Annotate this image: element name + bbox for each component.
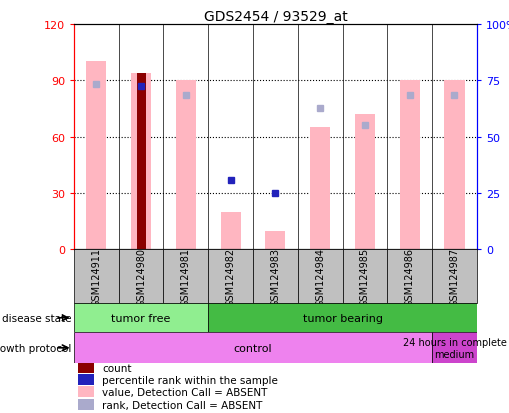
- Bar: [176, 81, 195, 250]
- Text: 24 hours in complete
medium: 24 hours in complete medium: [402, 337, 505, 359]
- Bar: [163, 250, 208, 304]
- Title: GDS2454 / 93529_at: GDS2454 / 93529_at: [203, 10, 347, 24]
- Text: count: count: [102, 363, 131, 373]
- Text: GSM124986: GSM124986: [404, 247, 414, 306]
- Bar: [74, 332, 431, 363]
- Bar: [399, 81, 419, 250]
- Text: GSM124983: GSM124983: [270, 247, 280, 306]
- Bar: [78, 363, 94, 373]
- Bar: [119, 250, 163, 304]
- Bar: [342, 250, 386, 304]
- Text: GSM124911: GSM124911: [91, 247, 101, 306]
- Bar: [208, 250, 252, 304]
- Bar: [431, 332, 476, 363]
- Bar: [78, 386, 94, 397]
- Text: GSM124980: GSM124980: [136, 247, 146, 306]
- Text: GSM124981: GSM124981: [181, 247, 190, 306]
- Text: disease state: disease state: [2, 313, 71, 323]
- Bar: [443, 81, 464, 250]
- Bar: [265, 231, 285, 250]
- Bar: [131, 74, 151, 250]
- Text: percentile rank within the sample: percentile rank within the sample: [102, 375, 277, 385]
- Bar: [74, 304, 208, 332]
- Bar: [208, 304, 476, 332]
- Text: GSM124987: GSM124987: [448, 247, 459, 306]
- Text: control: control: [233, 343, 272, 353]
- Bar: [431, 250, 476, 304]
- Bar: [297, 250, 342, 304]
- Bar: [74, 250, 119, 304]
- Text: tumor free: tumor free: [111, 313, 171, 323]
- Text: GSM124982: GSM124982: [225, 247, 235, 306]
- Bar: [309, 128, 330, 250]
- Bar: [252, 250, 297, 304]
- Bar: [78, 375, 94, 385]
- Text: GSM124985: GSM124985: [359, 247, 369, 306]
- Text: value, Detection Call = ABSENT: value, Detection Call = ABSENT: [102, 387, 267, 397]
- Text: growth protocol: growth protocol: [0, 343, 71, 353]
- Text: GSM124984: GSM124984: [315, 247, 325, 306]
- Bar: [386, 250, 431, 304]
- Bar: [78, 399, 94, 410]
- Bar: [86, 62, 106, 250]
- Text: rank, Detection Call = ABSENT: rank, Detection Call = ABSENT: [102, 400, 262, 410]
- Bar: [136, 74, 145, 250]
- Bar: [220, 212, 240, 250]
- Bar: [354, 115, 374, 250]
- Text: tumor bearing: tumor bearing: [302, 313, 382, 323]
